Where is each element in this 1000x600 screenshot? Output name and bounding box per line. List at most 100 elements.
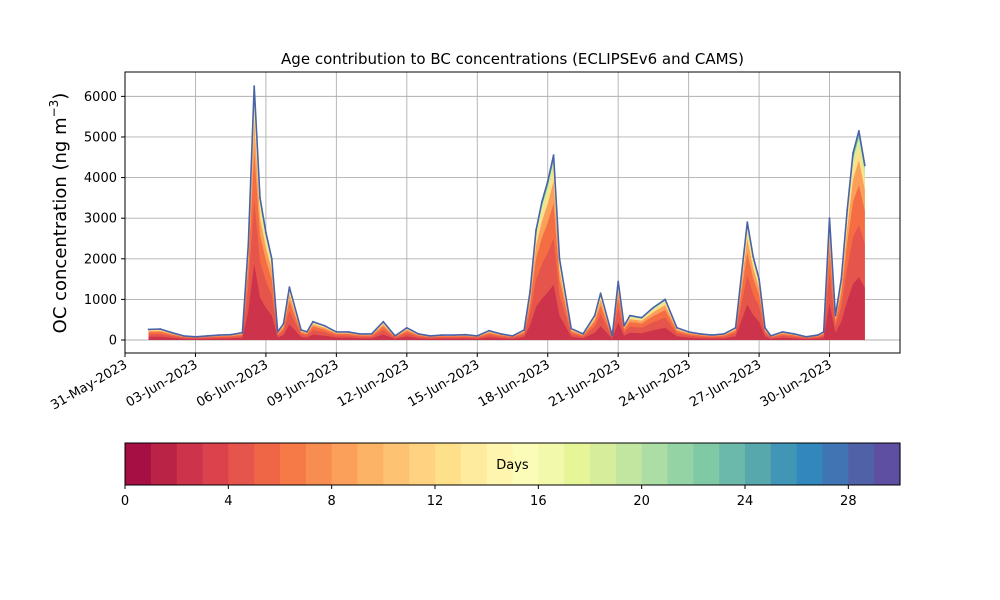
- colorbar-segment: [745, 443, 772, 485]
- y-axis-label-exponent: −3: [47, 100, 61, 118]
- total-point: [247, 243, 250, 246]
- total-point: [541, 201, 543, 203]
- total-point: [523, 329, 526, 331]
- total-point: [529, 290, 531, 293]
- colorbar-segment: [770, 443, 798, 485]
- total-point: [270, 257, 273, 260]
- total-point: [640, 316, 643, 319]
- colorbar-segment: [435, 443, 462, 485]
- colorbar-segment: [641, 443, 669, 485]
- total-point: [629, 314, 631, 317]
- total-point: [300, 329, 302, 331]
- y-axis-label-main: OC concentration (ng m: [50, 117, 71, 333]
- y-axis-label: OC concentration (ng m−3): [47, 93, 71, 334]
- colorbar-ticks: 0 4 8 12 16 20 24 28: [121, 485, 857, 509]
- total-point: [764, 326, 766, 329]
- colorbar-segment: [848, 443, 875, 485]
- colorbar-segment: [693, 443, 720, 485]
- y-tick-label: 2000: [84, 252, 117, 267]
- total-point: [241, 331, 244, 334]
- total-point: [852, 152, 854, 155]
- total-point: [623, 324, 625, 327]
- colorbar-segment: [280, 443, 307, 485]
- total-point: [834, 314, 837, 317]
- y-tick-label: 6000: [84, 90, 117, 105]
- chart-title: Age contribution to BC concentrations (E…: [281, 50, 744, 68]
- total-point: [805, 335, 807, 338]
- total-point: [464, 333, 467, 336]
- colorbar-segment: [383, 443, 410, 485]
- total-point: [253, 85, 256, 88]
- total-point: [676, 326, 678, 329]
- total-line: [148, 85, 866, 338]
- colorbar-segment: [357, 443, 384, 485]
- x-tick-label: 15-Jun-2023: [405, 357, 482, 410]
- colorbar-tick-label: 4: [224, 494, 232, 509]
- total-point: [265, 231, 267, 234]
- total-point: [417, 333, 420, 335]
- total-point: [687, 331, 690, 333]
- total-point: [558, 257, 561, 260]
- x-tick-label: 31-May-2023: [48, 357, 130, 413]
- total-point: [476, 335, 479, 337]
- total-point: [828, 217, 831, 220]
- total-point: [723, 333, 725, 335]
- colorbar-segment: [228, 443, 255, 485]
- colorbar-segment: [150, 443, 178, 485]
- y-tick-label: 4000: [84, 171, 117, 186]
- colorbar-segment: [564, 443, 591, 485]
- colorbar-segment: [822, 443, 849, 485]
- colorbar-tick-label: 24: [737, 494, 754, 509]
- colorbar-segment: [667, 443, 694, 485]
- total-point: [206, 335, 209, 337]
- total-point: [335, 331, 338, 333]
- grid-lines: [124, 72, 900, 353]
- total-point: [194, 335, 197, 338]
- x-tick-label: 18-Jun-2023: [476, 357, 553, 410]
- total-point: [734, 326, 737, 329]
- total-point: [652, 306, 655, 309]
- total-point: [846, 209, 849, 212]
- total-point: [699, 333, 702, 335]
- total-point: [822, 331, 825, 333]
- total-point: [858, 130, 860, 132]
- total-point: [429, 335, 432, 337]
- x-tick-label: 03-Jun-2023: [124, 357, 201, 410]
- total-point: [382, 320, 385, 323]
- y-tick-label: 0: [109, 334, 117, 349]
- colorbar-segment: [460, 443, 488, 485]
- total-point: [276, 331, 279, 333]
- colorbar-segment: [305, 443, 333, 485]
- total-point: [781, 331, 784, 333]
- colorbar-segment: [125, 443, 152, 485]
- total-point: [711, 334, 713, 336]
- total-point: [617, 280, 620, 283]
- colorbar-segment: [719, 443, 746, 485]
- x-tick-label: 24-Jun-2023: [617, 357, 694, 410]
- colorbar-tick-label: 16: [530, 494, 547, 509]
- colorbar-segment: [590, 443, 617, 485]
- total-point: [282, 322, 285, 325]
- colorbar-segment: [486, 443, 514, 485]
- total-point: [182, 335, 185, 337]
- total-point: [599, 292, 602, 295]
- colorbar-segment: [409, 443, 436, 485]
- colorbar-segment: [202, 443, 229, 485]
- total-point: [405, 326, 408, 329]
- y-tick-label: 1000: [84, 293, 117, 308]
- total-point: [171, 331, 173, 334]
- total-point: [159, 328, 162, 330]
- x-tick-label: 12-Jun-2023: [335, 357, 412, 410]
- total-point: [570, 327, 573, 330]
- total-point: [593, 314, 596, 317]
- colorbar-segment: [796, 443, 824, 485]
- total-point: [488, 329, 490, 332]
- y-tick-label: 3000: [84, 212, 117, 227]
- colorbar-tick-label: 8: [328, 494, 336, 509]
- total-point: [394, 335, 396, 337]
- total-point: [229, 333, 232, 336]
- x-tick-label: 30-Jun-2023: [758, 357, 835, 410]
- colorbar-tick-label: 20: [633, 494, 650, 509]
- y-axis-ticks: 0 1000 2000 3000 4000 5000 6000: [84, 90, 125, 349]
- x-tick-label: 27-Jun-2023: [687, 357, 764, 410]
